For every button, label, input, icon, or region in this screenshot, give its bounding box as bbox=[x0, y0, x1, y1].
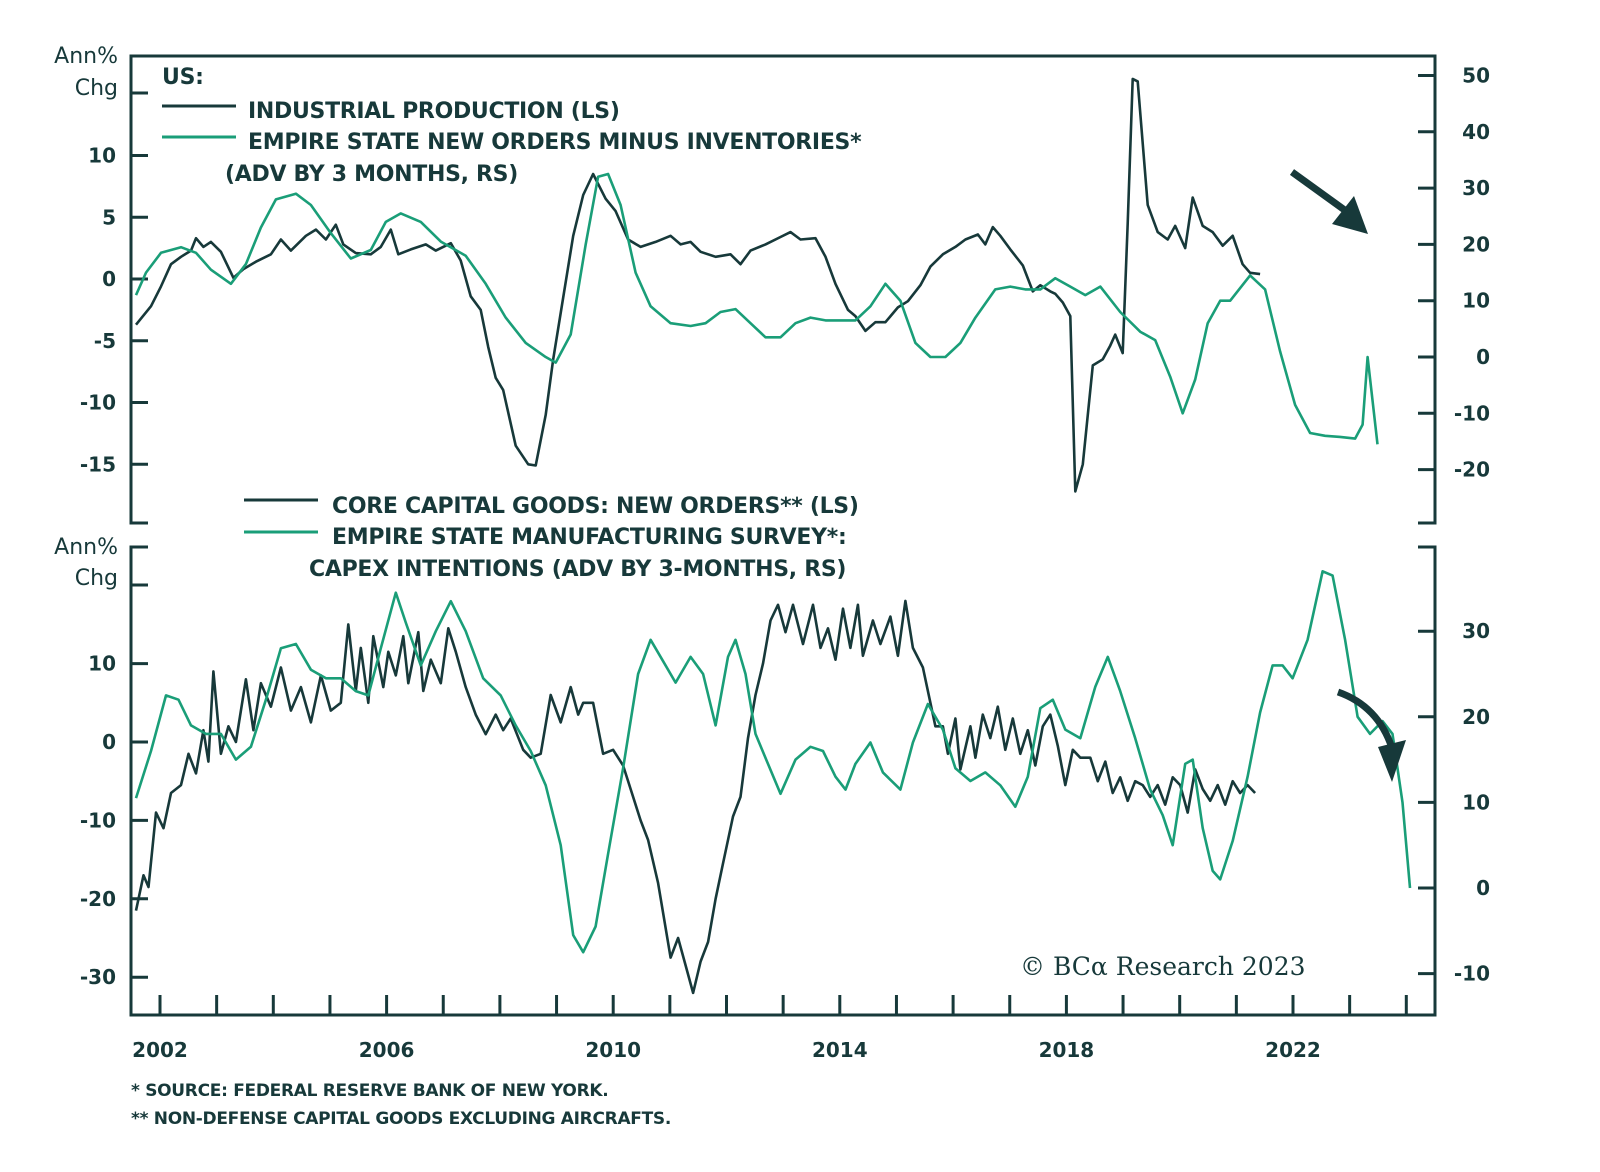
bottom-right-tick-label: 0 bbox=[1476, 876, 1490, 900]
top-right-tick-label: 20 bbox=[1462, 232, 1490, 256]
top-series-group bbox=[134, 77, 1379, 493]
bottom-left-tick-label: -20 bbox=[80, 887, 116, 911]
x-tick-label: 2006 bbox=[359, 1038, 415, 1062]
top-left-tick-label: -15 bbox=[80, 452, 116, 476]
x-tick-label: 2010 bbox=[585, 1038, 641, 1062]
top-right-tick-label: 30 bbox=[1462, 176, 1490, 200]
x-tick-label: 2022 bbox=[1265, 1038, 1321, 1062]
bottom-series-group bbox=[134, 569, 1412, 995]
bottom-left-tick-label: 0 bbox=[102, 730, 116, 754]
bottom-right-tick-label: 30 bbox=[1462, 619, 1490, 643]
top-series-green-line bbox=[134, 172, 1379, 445]
x-axis: 2002 2006 2010 2014 2018 2022 bbox=[132, 995, 1408, 1062]
x-tick-label: 2002 bbox=[132, 1038, 188, 1062]
top-left-tick-label: 0 bbox=[102, 267, 116, 291]
bottom-right-axis: 30 20 10 0 -10 bbox=[1418, 619, 1490, 986]
top-right-tick-label: 40 bbox=[1462, 120, 1490, 144]
top-right-tick-label: 50 bbox=[1462, 64, 1490, 88]
top-left-tick-label: -5 bbox=[94, 329, 116, 353]
top-left-tick-label: -10 bbox=[80, 391, 116, 415]
footnote-1: * SOURCE: FEDERAL RESERVE BANK OF NEW YO… bbox=[131, 1081, 608, 1101]
top-panel-frame bbox=[129, 54, 1437, 525]
watermark: © BCα Research 2023 bbox=[1020, 952, 1306, 981]
top-left-tick-label: 10 bbox=[88, 144, 116, 168]
bottom-right-tick-label: -10 bbox=[1454, 962, 1490, 986]
bottom-ylabel-line2: Chg bbox=[75, 566, 118, 591]
top-right-tick-label: -20 bbox=[1454, 458, 1490, 482]
top-legend-label-1: INDUSTRIAL PRODUCTION (LS) bbox=[248, 99, 620, 124]
top-legend-label-2: EMPIRE STATE NEW ORDERS MINUS INVENTORIE… bbox=[248, 130, 862, 155]
down-right-arrow-icon bbox=[1289, 169, 1368, 234]
bottom-legend-label-1: CORE CAPITAL GOODS: NEW ORDERS** (LS) bbox=[332, 494, 859, 519]
bottom-right-tick-label: 20 bbox=[1462, 705, 1490, 729]
top-right-tick-label: 10 bbox=[1462, 289, 1490, 313]
x-tick-label: 2018 bbox=[1039, 1038, 1095, 1062]
top-ylabel-line2: Chg bbox=[75, 76, 118, 101]
bottom-left-axis: 10 0 -10 -20 -30 bbox=[80, 583, 148, 989]
bottom-ylabel-line1: Ann% bbox=[54, 535, 118, 560]
top-legend-title: US: bbox=[162, 65, 204, 90]
top-ylabel-line1: Ann% bbox=[54, 44, 118, 69]
top-right-axis: 50 40 30 20 10 0 -10 -20 bbox=[1418, 64, 1490, 482]
bottom-legend-label-2: EMPIRE STATE MANUFACTURING SURVEY*: bbox=[332, 525, 846, 550]
bottom-left-tick-label: -10 bbox=[80, 808, 116, 832]
curved-down-arrow-icon bbox=[1336, 688, 1406, 782]
bottom-left-tick-label: 10 bbox=[88, 652, 116, 676]
top-right-tick-label: 0 bbox=[1476, 345, 1490, 369]
top-legend-note: (ADV BY 3 MONTHS, RS) bbox=[225, 162, 518, 187]
bottom-series-green-line bbox=[134, 569, 1412, 954]
top-right-tick-label: -10 bbox=[1454, 401, 1490, 425]
top-left-tick-label: 5 bbox=[102, 205, 116, 229]
bottom-left-tick-label: -30 bbox=[80, 965, 116, 989]
bottom-legend-note: CAPEX INTENTIONS (ADV BY 3-MONTHS, RS) bbox=[309, 557, 846, 582]
footnote-2: ** NON-DEFENSE CAPITAL GOODS EXCLUDING A… bbox=[131, 1109, 671, 1129]
x-tick-label: 2014 bbox=[812, 1038, 868, 1062]
top-left-axis: 10 5 0 -5 -10 -15 bbox=[80, 91, 148, 476]
bottom-panel-frame bbox=[129, 545, 1437, 1017]
bottom-series-dark-line bbox=[134, 599, 1257, 995]
bottom-right-tick-label: 10 bbox=[1462, 790, 1490, 814]
